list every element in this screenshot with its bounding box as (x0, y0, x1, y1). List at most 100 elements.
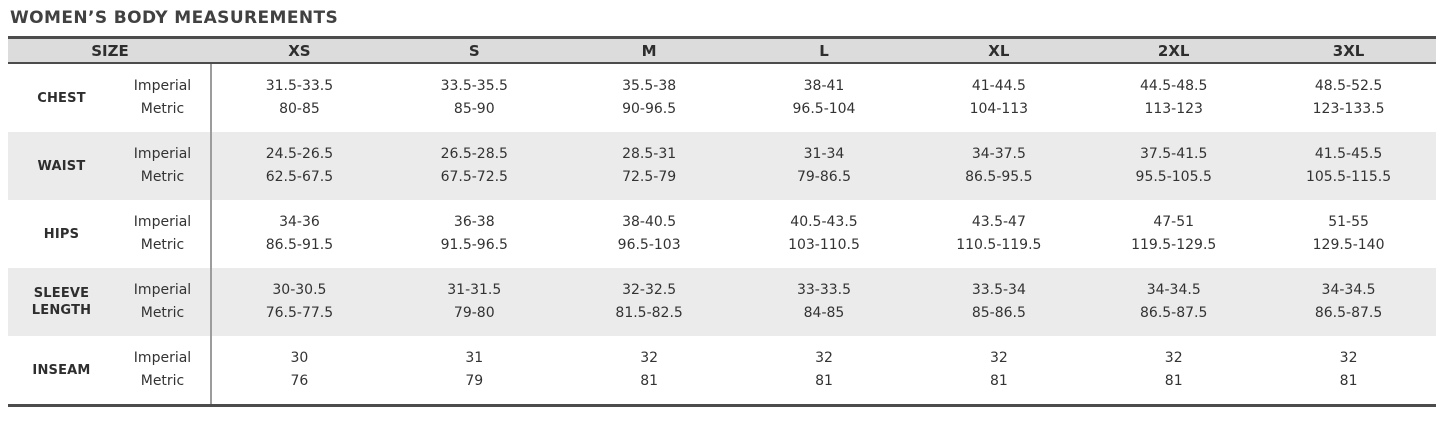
measurement-cell: 34-36 86.5-91.5 (212, 200, 387, 268)
measurement-cell: 34-34.5 86.5-87.5 (1086, 268, 1261, 336)
metric-value: 81 (815, 373, 833, 389)
metric-value: 113-123 (1144, 101, 1203, 117)
table-row-hips: HIPS Imperial Metric 34-36 86.5-91.5 36-… (8, 200, 1436, 268)
metric-value: 86.5-91.5 (265, 237, 334, 253)
measurement-cell: 48.5-52.5 123-133.5 (1261, 64, 1436, 132)
unit-labels: Imperial Metric (115, 336, 212, 404)
measurement-cell: 36-38 91.5-96.5 (387, 200, 562, 268)
measurements-table: SIZE XS S M L XL 2XL 3XL CHEST Imperial … (8, 36, 1436, 407)
unit-labels: Imperial Metric (115, 64, 212, 132)
imperial-value: 32 (989, 350, 1008, 366)
measurement-cell: 32 81 (1086, 336, 1261, 404)
unit-labels: Imperial Metric (115, 200, 212, 268)
imperial-value: 28.5-31 (622, 146, 677, 162)
imperial-value: 43.5-47 (971, 214, 1026, 230)
unit-metric-label: Metric (140, 101, 185, 117)
unit-imperial-label: Imperial (133, 214, 192, 230)
imperial-value: 32 (1164, 350, 1183, 366)
measurement-cell: 26.5-28.5 67.5-72.5 (387, 132, 562, 200)
imperial-value: 30 (290, 350, 309, 366)
measurement-cell: 47-51 119.5-129.5 (1086, 200, 1261, 268)
unit-labels: Imperial Metric (115, 268, 212, 336)
table-header-row: SIZE XS S M L XL 2XL 3XL (8, 39, 1436, 64)
imperial-value: 51-55 (1328, 214, 1369, 230)
row-label-inseam: INSEAM (32, 362, 91, 378)
imperial-value: 48.5-52.5 (1314, 78, 1383, 94)
imperial-value: 33.5-34 (971, 282, 1026, 298)
imperial-value: 32 (815, 350, 833, 366)
measurement-cell: 41.5-45.5 105.5-115.5 (1261, 132, 1436, 200)
measurement-cell: 38-40.5 96.5-103 (562, 200, 737, 268)
metric-value: 119.5-129.5 (1131, 237, 1217, 253)
imperial-value: 33.5-35.5 (440, 78, 508, 94)
measurement-cell: 32 81 (911, 336, 1086, 404)
metric-value: 90-96.5 (622, 101, 677, 117)
measurement-cell: 34-34.5 86.5-87.5 (1261, 268, 1436, 336)
unit-imperial-label: Imperial (133, 78, 192, 94)
unit-imperial-label: Imperial (133, 350, 192, 366)
column-header-s: S (468, 41, 480, 60)
imperial-value: 40.5-43.5 (790, 214, 858, 230)
imperial-value: 38-41 (803, 78, 845, 94)
table-row-inseam: INSEAM Imperial Metric 30 76 31 79 32 81… (8, 336, 1436, 404)
metric-value: 67.5-72.5 (440, 169, 508, 185)
measurement-cell: 32 81 (737, 336, 912, 404)
unit-imperial-label: Imperial (133, 282, 192, 298)
measurement-cell: 43.5-47 110.5-119.5 (911, 200, 1086, 268)
metric-value: 96.5-104 (792, 101, 856, 117)
metric-value: 85-86.5 (971, 305, 1026, 321)
metric-value: 79-80 (453, 305, 495, 321)
measurement-cell: 51-55 129.5-140 (1261, 200, 1436, 268)
metric-value: 72.5-79 (622, 169, 677, 185)
measurement-cell: 40.5-43.5 103-110.5 (737, 200, 912, 268)
column-header-xs: XS (288, 41, 311, 60)
imperial-value: 38-40.5 (622, 214, 677, 230)
measurement-cell: 31-31.5 79-80 (387, 268, 562, 336)
metric-value: 81 (989, 373, 1008, 389)
column-header-size: SIZE (91, 41, 129, 60)
imperial-value: 31-31.5 (447, 282, 502, 298)
imperial-value: 30-30.5 (272, 282, 327, 298)
measurement-cell: 31-34 79-86.5 (737, 132, 912, 200)
metric-value: 86.5-87.5 (1140, 305, 1208, 321)
metric-value: 123-133.5 (1312, 101, 1385, 117)
measurement-cell: 28.5-31 72.5-79 (562, 132, 737, 200)
metric-value: 129.5-140 (1312, 237, 1385, 253)
metric-value: 104-113 (969, 101, 1029, 117)
table-row-sleeve-length: SLEEVE LENGTH Imperial Metric 30-30.5 76… (8, 268, 1436, 336)
unit-labels: Imperial Metric (115, 132, 212, 200)
page-title: WOMEN’S BODY MEASUREMENTS (10, 8, 339, 28)
unit-metric-label: Metric (140, 305, 185, 321)
measurement-cell: 31.5-33.5 80-85 (212, 64, 387, 132)
measurement-cell: 33-33.5 84-85 (737, 268, 912, 336)
column-header-m: M (641, 41, 657, 60)
measurement-cell: 30-30.5 76.5-77.5 (212, 268, 387, 336)
unit-metric-label: Metric (140, 237, 185, 253)
imperial-value: 31.5-33.5 (265, 78, 334, 94)
metric-value: 80-85 (279, 101, 320, 117)
imperial-value: 34-37.5 (971, 146, 1026, 162)
metric-value: 103-110.5 (788, 237, 860, 253)
metric-value: 76.5-77.5 (265, 305, 334, 321)
metric-value: 86.5-87.5 (1314, 305, 1383, 321)
measurement-cell: 37.5-41.5 95.5-105.5 (1086, 132, 1261, 200)
measurement-cell: 38-41 96.5-104 (737, 64, 912, 132)
row-label-sleeve-length: SLEEVE LENGTH (31, 286, 92, 318)
imperial-value: 31 (465, 350, 484, 366)
imperial-value: 32-32.5 (622, 282, 677, 298)
table-row-waist: WAIST Imperial Metric 24.5-26.5 62.5-67.… (8, 132, 1436, 200)
measurement-cell: 32-32.5 81.5-82.5 (562, 268, 737, 336)
imperial-value: 47-51 (1153, 214, 1195, 230)
unit-metric-label: Metric (140, 169, 185, 185)
metric-value: 85-90 (453, 101, 495, 117)
imperial-value: 36-38 (453, 214, 495, 230)
measurement-cell: 32 81 (562, 336, 737, 404)
metric-value: 81 (640, 373, 659, 389)
metric-value: 62.5-67.5 (265, 169, 334, 185)
measurement-cell: 32 81 (1261, 336, 1436, 404)
measurement-cell: 34-37.5 86.5-95.5 (911, 132, 1086, 200)
measurement-cell: 33.5-34 85-86.5 (911, 268, 1086, 336)
table-row-chest: CHEST Imperial Metric 31.5-33.5 80-85 33… (8, 64, 1436, 132)
imperial-value: 37.5-41.5 (1140, 146, 1208, 162)
